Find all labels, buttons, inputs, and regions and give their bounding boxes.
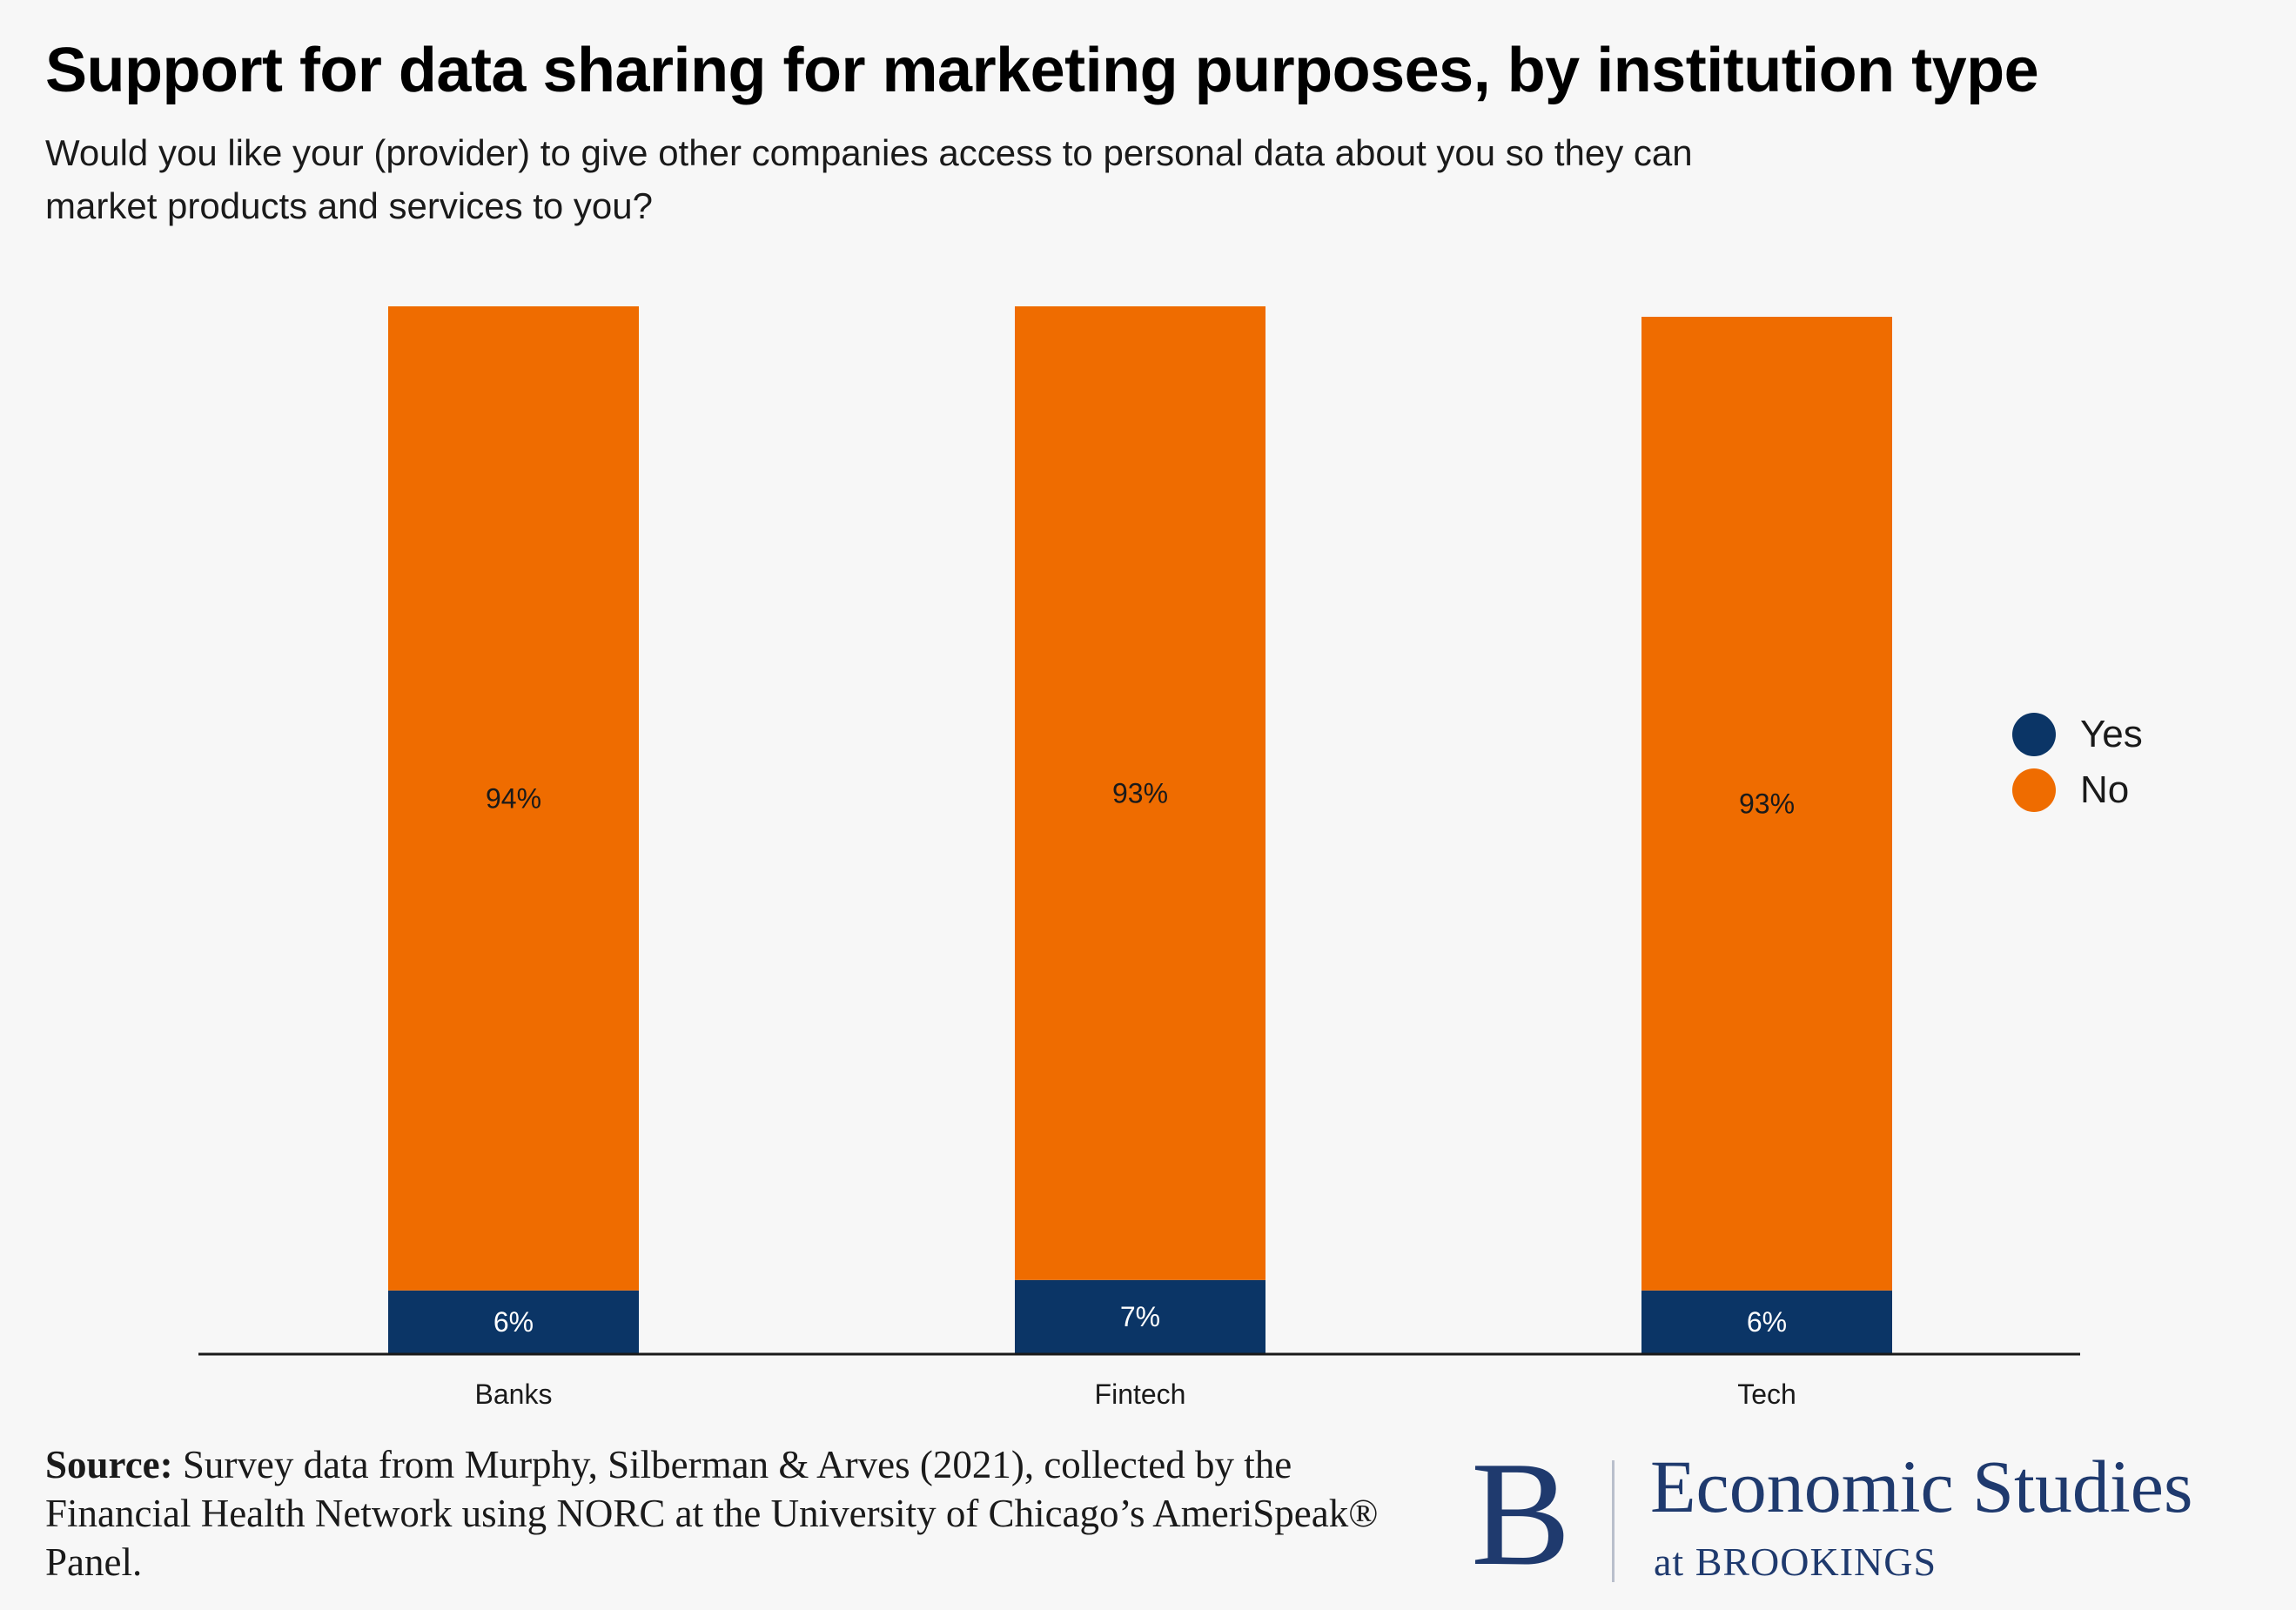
data-label-tech-no: 93% [1739, 788, 1795, 819]
source-text: Survey data from Murphy, Silberman & Arv… [45, 1443, 1379, 1584]
brookings-logo: B Economic Studies at BROOKINGS [1471, 1436, 2280, 1593]
logo-letter: B [1471, 1432, 1571, 1597]
bar-banks-yes [388, 1290, 639, 1353]
source-note: Source: Survey data from Murphy, Silberm… [45, 1440, 1403, 1587]
bar-fintech-no [1015, 306, 1265, 1280]
data-label-banks-yes: 6% [493, 1306, 534, 1338]
legend-label-yes: Yes [2080, 713, 2143, 755]
data-label-banks-no: 94% [486, 782, 541, 814]
chart-subtitle: Would you like your (provider) to give o… [45, 132, 1693, 226]
legend: Yes No [2012, 707, 2143, 818]
x-tick-label-tech: Tech [1737, 1379, 1796, 1410]
bar-tech-yes [1641, 1290, 1892, 1353]
logo-name: Economic Studies [1650, 1445, 2193, 1528]
legend-label-no: No [2080, 768, 2130, 811]
legend-swatch-yes [2012, 713, 2056, 756]
bar-banks-no [388, 306, 639, 1291]
logo-divider [1612, 1460, 1615, 1582]
stacked-bar-chart: 6% 94% Banks 7% 93% Fintech 6% 93% Tech [198, 306, 2080, 1410]
logo-subtitle: at BROOKINGS [1654, 1540, 1937, 1584]
legend-swatch-no [2012, 768, 2056, 812]
x-tick-label-banks: Banks [475, 1379, 553, 1410]
x-tick-label-fintech: Fintech [1095, 1379, 1186, 1410]
bar-tech-no [1641, 317, 1892, 1291]
data-label-tech-yes: 6% [1747, 1306, 1787, 1338]
data-label-fintech-no: 93% [1112, 777, 1168, 808]
chart-title: Support for data sharing for marketing p… [45, 36, 2039, 105]
bar-fintech-yes [1015, 1279, 1265, 1353]
data-label-fintech-yes: 7% [1120, 1301, 1160, 1332]
legend-item-no: No [2012, 762, 2143, 818]
legend-item-yes: Yes [2012, 707, 2143, 762]
source-label: Source: [45, 1443, 173, 1486]
